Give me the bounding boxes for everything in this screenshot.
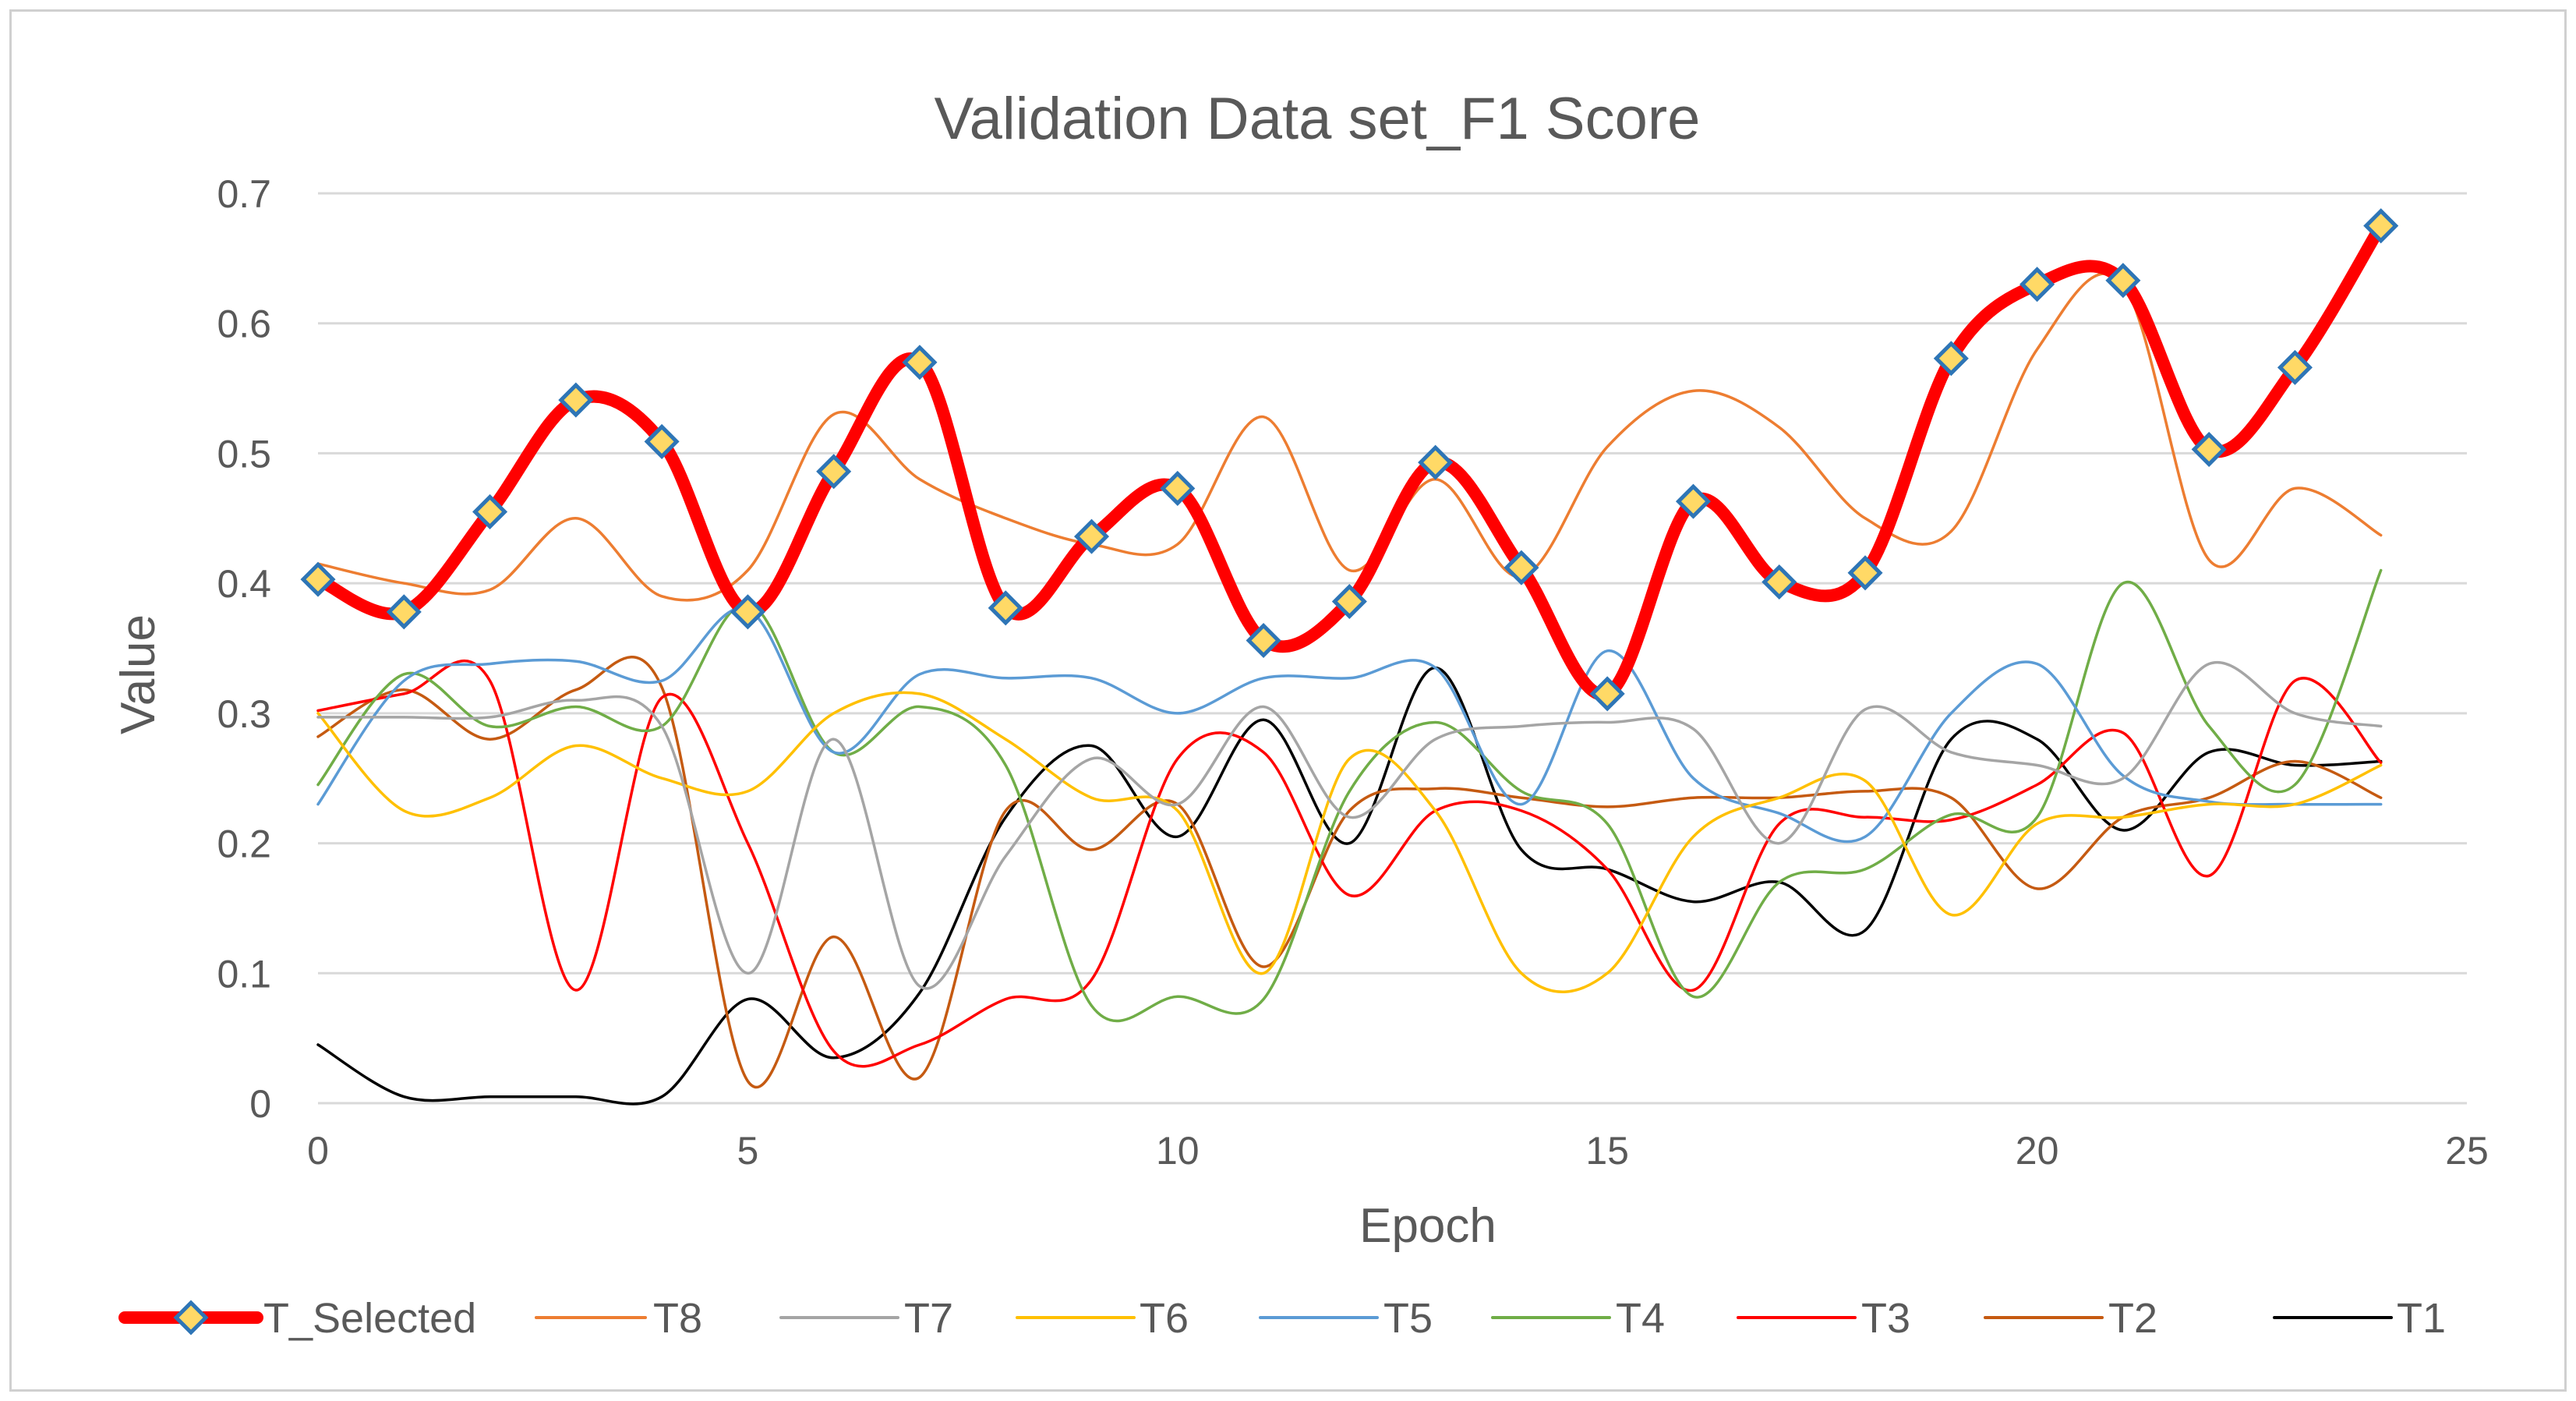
series-line-t1 xyxy=(316,666,2383,1106)
legend-item-t4: T4 xyxy=(1491,1295,1665,1342)
legend-item-t2: T2 xyxy=(1984,1295,2157,1342)
data-point-marker xyxy=(1933,341,1969,377)
legend-item-t7: T7 xyxy=(779,1295,953,1342)
data-point-marker xyxy=(300,561,336,597)
series-line-t-selected xyxy=(312,219,2387,701)
x-tick-label: 5 xyxy=(737,1129,758,1173)
chart-frame xyxy=(9,9,2567,1392)
x-tick-label: 10 xyxy=(1156,1129,1200,1173)
data-point-marker xyxy=(472,494,508,529)
legend-item-t8: T8 xyxy=(535,1295,702,1342)
series-line-t3 xyxy=(316,659,2383,1068)
y-tick-label: 0.5 xyxy=(217,432,271,476)
data-point-marker xyxy=(2277,349,2313,385)
data-point-marker xyxy=(1073,518,1110,554)
data-point-marker xyxy=(816,454,852,490)
data-point-marker xyxy=(1246,622,1281,659)
data-point-marker xyxy=(1504,550,1539,586)
data-point-marker xyxy=(1589,676,1625,712)
data-point-marker xyxy=(2363,208,2399,244)
y-axis-label: Value xyxy=(111,614,165,734)
data-point-marker xyxy=(386,594,422,630)
data-point-marker xyxy=(2191,431,2227,467)
series-line-t7 xyxy=(316,660,2383,990)
legend-label: T6 xyxy=(1140,1295,1189,1342)
x-axis-ticks: 0 5 10 15 20 25 xyxy=(307,1129,2489,1173)
data-point-marker xyxy=(2019,267,2055,302)
legend-label: T7 xyxy=(904,1295,953,1342)
legend-label: T_Selected xyxy=(263,1295,476,1342)
legend-marker xyxy=(173,1300,209,1336)
x-axis-label: Epoch xyxy=(1359,1199,1496,1253)
y-axis-ticks: 0 0.1 0.2 0.3 0.4 0.5 0.6 0.7 xyxy=(217,172,271,1126)
x-tick-label: 25 xyxy=(2445,1129,2489,1173)
t-selected-markers xyxy=(300,208,2399,712)
x-tick-label: 0 xyxy=(307,1129,329,1173)
series-line-t4 xyxy=(316,568,2383,1023)
y-tick-label: 0.4 xyxy=(217,562,271,606)
data-point-marker xyxy=(902,345,938,380)
x-tick-label: 20 xyxy=(2016,1129,2059,1173)
y-tick-label: 0.1 xyxy=(217,952,271,996)
data-point-marker xyxy=(730,594,765,630)
data-point-marker xyxy=(1160,470,1196,506)
legend-label: T5 xyxy=(1383,1295,1433,1342)
legend-item-t6: T6 xyxy=(1016,1295,1189,1342)
legend-item-t3: T3 xyxy=(1737,1295,1910,1342)
y-tick-label: 0.7 xyxy=(217,172,271,216)
data-point-marker xyxy=(1418,444,1454,480)
legend-label: T1 xyxy=(2397,1295,2446,1342)
legend-item-t-selected: T_Selected xyxy=(118,1295,476,1342)
data-point-marker xyxy=(988,590,1023,626)
data-point-marker xyxy=(1847,555,1883,591)
y-tick-label: 0.2 xyxy=(217,823,271,866)
chart-title: Validation Data set_F1 Score xyxy=(935,86,1701,152)
data-point-marker xyxy=(644,423,680,459)
legend-label: T3 xyxy=(1861,1295,1910,1342)
data-point-marker xyxy=(2105,263,2141,299)
gridlines xyxy=(318,192,2467,1105)
data-point-marker xyxy=(1331,583,1367,620)
legend-label: T8 xyxy=(653,1295,702,1342)
data-point-marker xyxy=(558,382,594,418)
series-line-t5 xyxy=(316,607,2383,844)
y-tick-label: 0.3 xyxy=(217,692,271,736)
legend-item-t5: T5 xyxy=(1259,1295,1433,1342)
legend-item-t1: T1 xyxy=(2273,1295,2446,1342)
series-line-t6 xyxy=(316,691,2383,994)
y-tick-label: 0 xyxy=(249,1082,271,1126)
data-point-marker xyxy=(1675,483,1712,519)
y-tick-label: 0.6 xyxy=(217,302,271,346)
legend-label: T2 xyxy=(2108,1295,2157,1342)
data-point-marker xyxy=(1762,564,1797,600)
series-line-t2 xyxy=(316,655,2383,1089)
x-tick-label: 15 xyxy=(1585,1129,1629,1173)
legend: T_Selected T8 T7 T6 T5 T4 T3 T2 T1 xyxy=(118,1295,2446,1342)
legend-label: T4 xyxy=(1616,1295,1665,1342)
